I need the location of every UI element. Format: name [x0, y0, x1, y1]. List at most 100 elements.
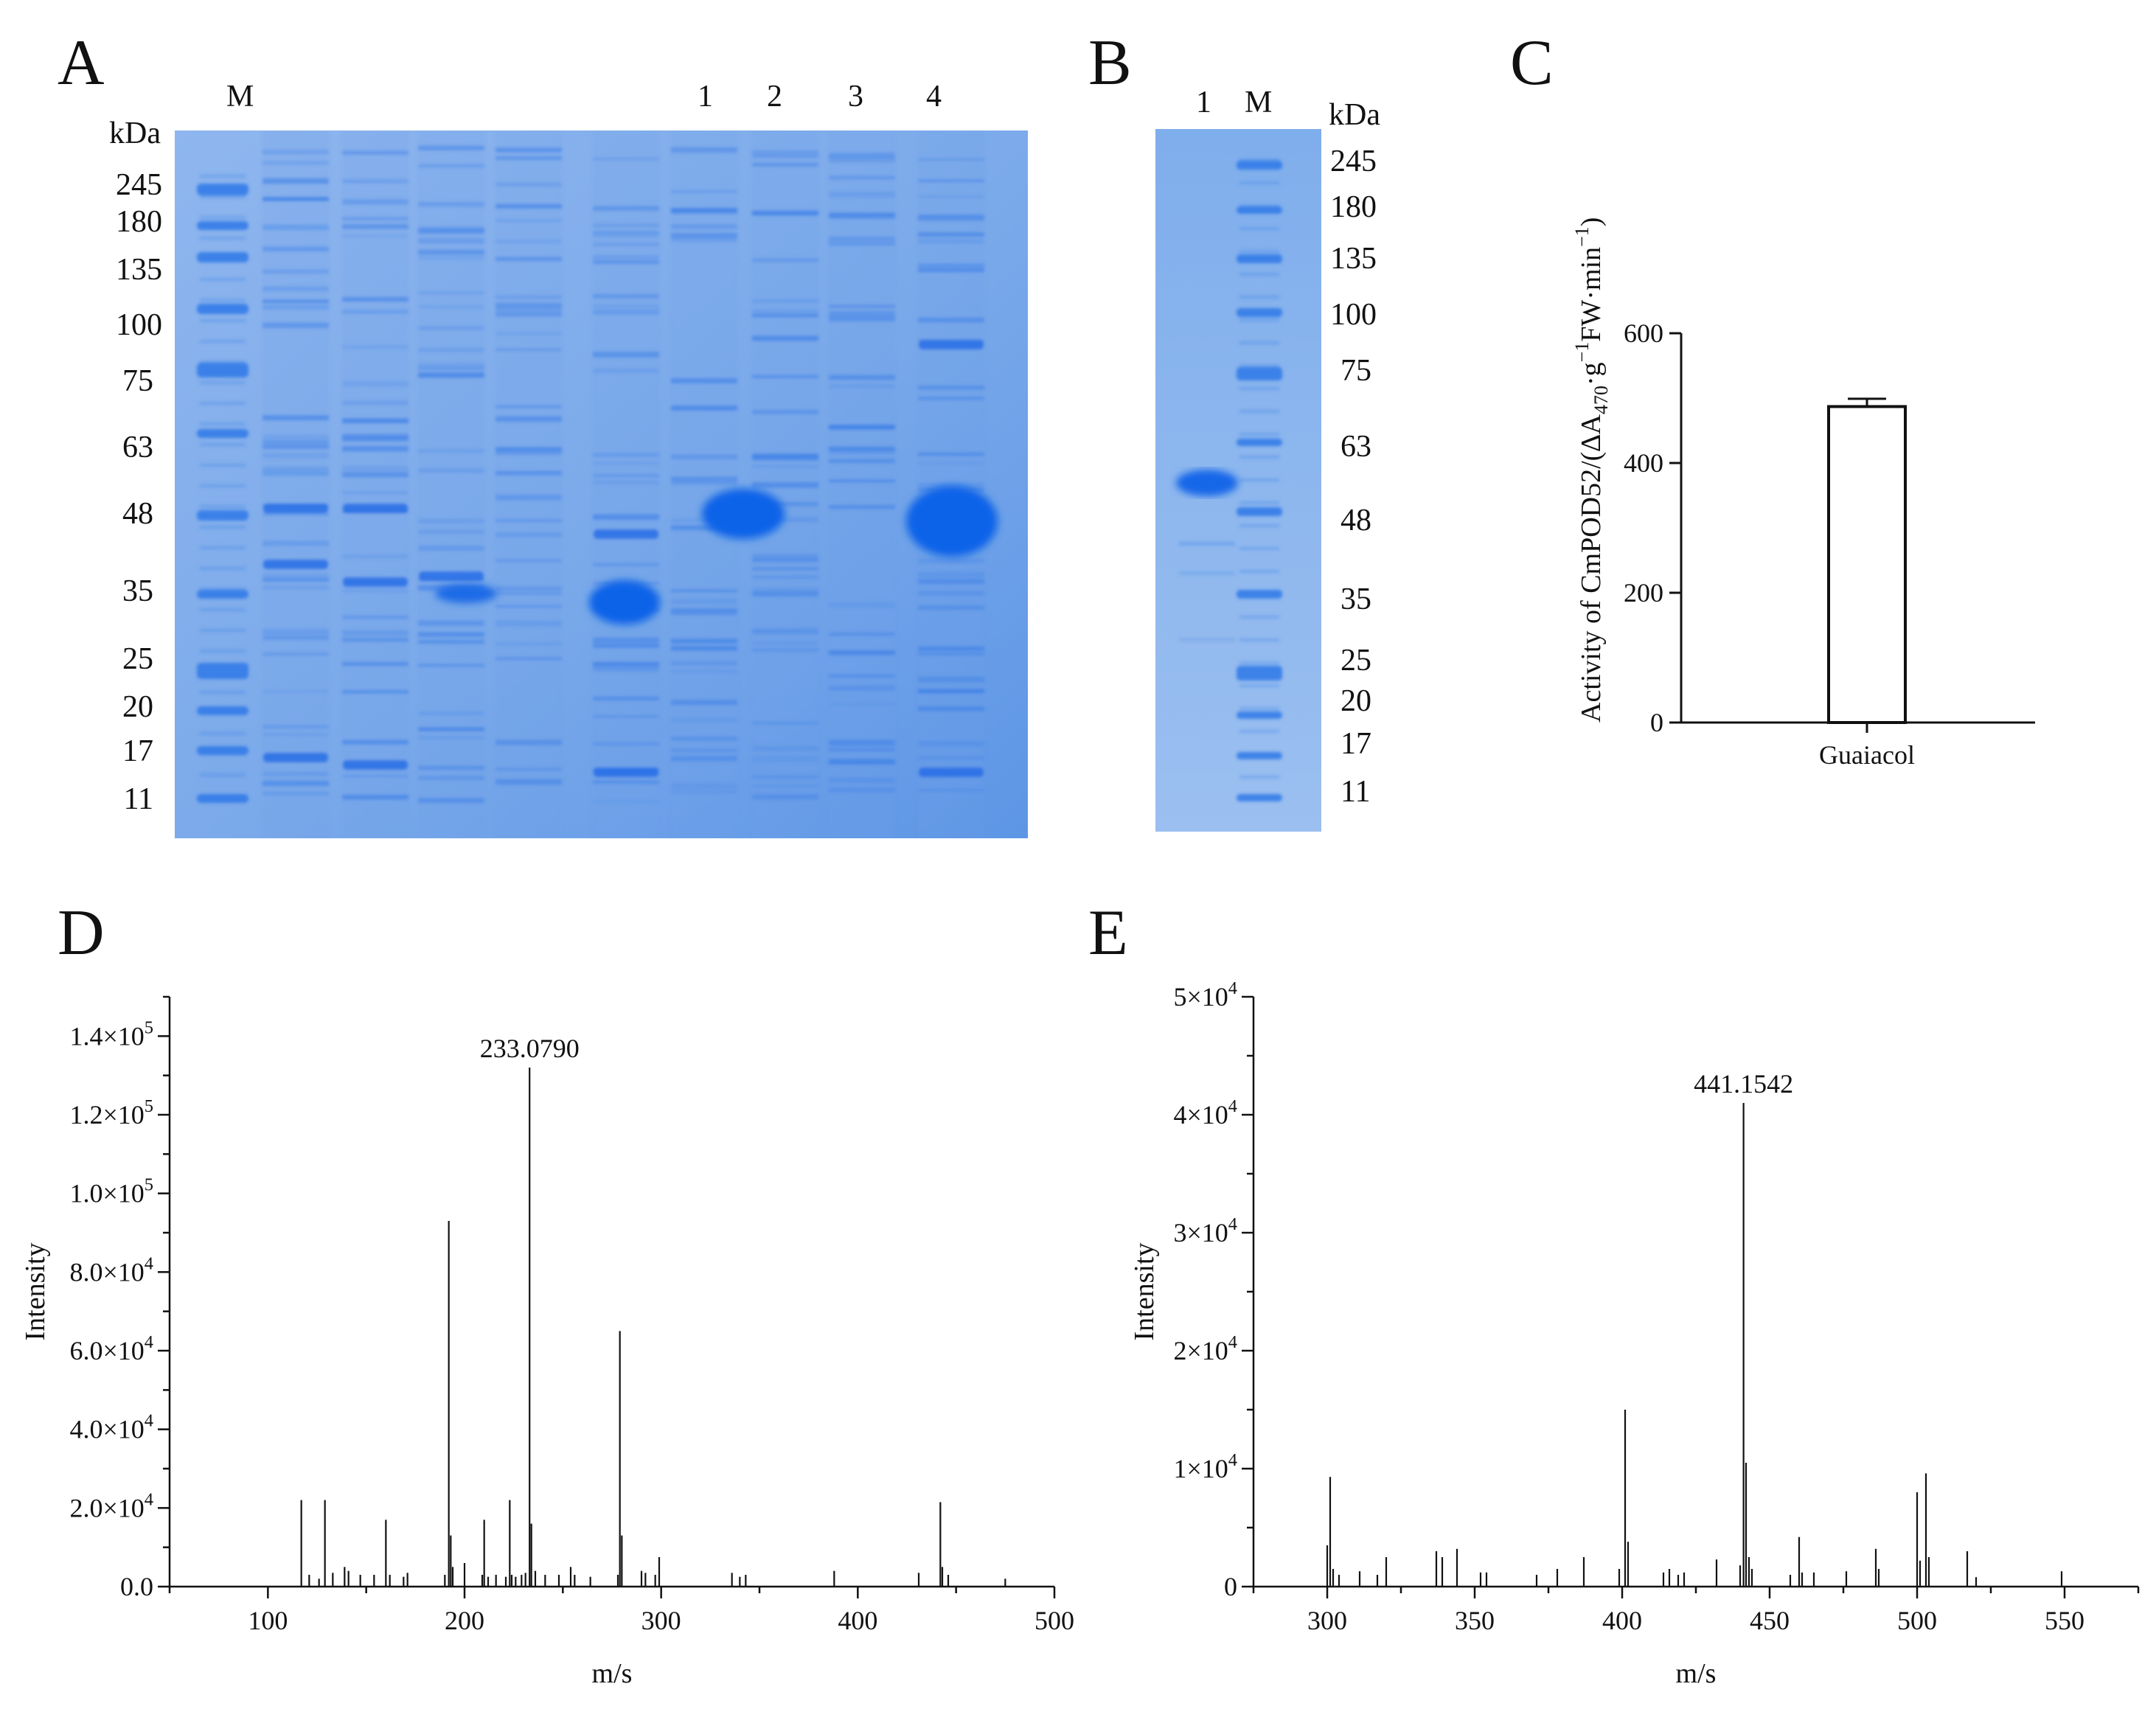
protein-band: [342, 400, 408, 406]
protein-band: [418, 249, 484, 254]
protein-band: [495, 471, 562, 476]
overexpressed-band: [906, 486, 998, 557]
protein-band: [263, 504, 328, 513]
protein-band: [418, 362, 484, 365]
protein-band: [752, 756, 818, 762]
y-axis-label: Intensity: [1129, 1243, 1160, 1341]
marker-band: [1239, 524, 1279, 527]
protein-band: [593, 513, 659, 519]
protein-band: [918, 195, 984, 198]
protein-band: [418, 776, 484, 780]
marker-band: [1239, 364, 1279, 367]
protein-band: [918, 462, 984, 464]
y-tick-label: 2.0×104: [69, 1489, 153, 1522]
y-axis-label: Intensity: [20, 1243, 51, 1341]
protein-band: [418, 448, 484, 453]
protein-band: [342, 310, 408, 314]
protein-band: [418, 548, 484, 551]
protein-band: [671, 190, 737, 193]
protein-band: [262, 224, 329, 231]
protein-band: [342, 445, 408, 452]
protein-band: [593, 563, 659, 566]
protein-band: [1179, 638, 1235, 641]
x-tick-label: 200: [445, 1606, 484, 1635]
marker-band: [1237, 254, 1282, 263]
protein-band: [262, 286, 329, 291]
protein-band: [829, 741, 895, 747]
protein-band: [671, 147, 737, 153]
protein-band: [262, 780, 329, 787]
protein-band: [593, 261, 659, 265]
marker-band: [1239, 547, 1279, 550]
marker-band: [1237, 161, 1282, 170]
x-axis-label: m/s: [1676, 1658, 1717, 1689]
protein-band: [918, 789, 984, 792]
protein-band: [829, 192, 895, 195]
protein-band: [342, 465, 408, 470]
protein-band: [418, 664, 484, 667]
protein-band: [671, 589, 737, 593]
protein-band: [918, 452, 984, 456]
protein-band: [593, 637, 659, 643]
protein-band: [262, 445, 329, 450]
mw-label: 180: [1330, 190, 1377, 224]
marker-band: [1239, 661, 1279, 664]
mw-label: 17: [1340, 727, 1371, 761]
protein-band: [418, 304, 484, 309]
protein-band: [671, 661, 737, 666]
protein-band: [593, 644, 659, 648]
protein-band: [342, 344, 408, 349]
protein-band: [829, 685, 895, 691]
protein-band: [342, 201, 408, 206]
protein-band: [752, 299, 818, 303]
marker-band: [200, 278, 246, 281]
protein-band: [671, 790, 737, 793]
protein-band: [342, 150, 408, 155]
protein-band: [594, 768, 658, 777]
protein-band: [418, 237, 484, 244]
protein-band: [671, 608, 737, 611]
protein-band: [262, 540, 329, 546]
marker-band: [200, 464, 246, 467]
protein-band: [262, 733, 329, 736]
protein-band: [671, 783, 737, 789]
protein-band: [263, 560, 328, 569]
protein-band: [262, 636, 329, 640]
marker-band: [1239, 730, 1279, 733]
y-tick-label: 0: [1650, 708, 1663, 737]
protein-band: [752, 155, 818, 158]
marker-band: [200, 216, 246, 219]
protein-band: [829, 375, 895, 380]
marker-band: [200, 753, 246, 756]
protein-band: [418, 203, 484, 207]
protein-band: [671, 406, 737, 411]
protein-band: [593, 742, 659, 746]
y-tick-label: 1.0×105: [69, 1175, 153, 1208]
protein-band: [495, 182, 562, 187]
protein-band: [829, 450, 895, 456]
protein-band: [262, 150, 329, 155]
lane: [262, 130, 329, 838]
protein-band: [418, 326, 484, 330]
protein-band: [342, 472, 408, 478]
protein-band: [752, 575, 818, 579]
mw-label: 48: [122, 497, 153, 531]
marker-band: [200, 629, 246, 632]
protein-band: [829, 447, 895, 452]
protein-band: [495, 739, 562, 745]
protein-band: [918, 558, 984, 564]
protein-band: [752, 793, 818, 800]
protein-band: [752, 457, 818, 461]
marker-band: [1239, 456, 1279, 459]
protein-band: [918, 317, 984, 323]
lane: [495, 130, 562, 838]
protein-band: [752, 501, 818, 507]
marker-band: [200, 299, 246, 302]
chart-c-enzyme-activity: 0 200 400 600 Guaiacol Activity of CmPOD52/(∆…: [1571, 217, 2035, 770]
protein-band: [918, 579, 984, 582]
marker-band: [200, 361, 246, 363]
protein-band: [418, 365, 484, 370]
marker-band: [197, 590, 248, 599]
y-tick-label: 600: [1624, 319, 1663, 348]
marker-band: [1239, 227, 1279, 230]
